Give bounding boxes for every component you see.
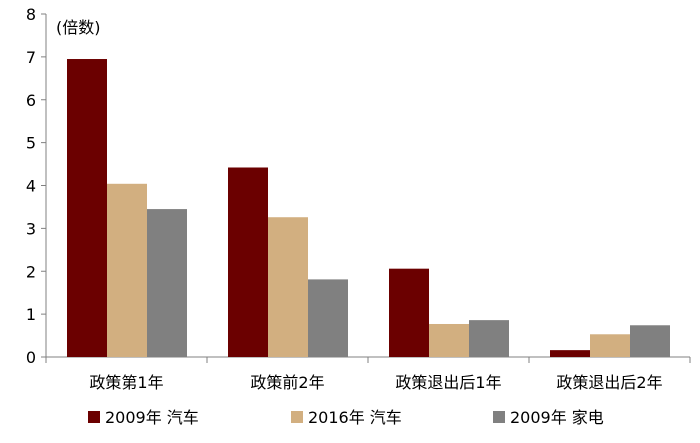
- bar-2-1: [107, 183, 147, 357]
- bar-1-3: [389, 268, 429, 357]
- bar-2-3: [429, 323, 469, 357]
- y-tick-label: 7: [26, 48, 36, 67]
- legend-swatch: [493, 411, 505, 423]
- unit-label: (倍数): [56, 18, 101, 37]
- bar-1-4: [550, 350, 590, 357]
- category-label: 政策退出后1年: [395, 373, 501, 392]
- bar-2-4: [590, 334, 630, 357]
- legend-label: 2009年 家电: [510, 408, 604, 427]
- bar-3-2: [308, 279, 348, 357]
- category-label: 政策退出后2年: [556, 373, 662, 392]
- y-tick-label: 8: [26, 5, 36, 24]
- bar-3-3: [469, 320, 509, 357]
- bar-3-1: [147, 209, 187, 357]
- bars: [67, 59, 670, 358]
- category-label: 政策第1年: [89, 373, 163, 392]
- bar-3-4: [630, 325, 670, 357]
- labels: 0 1 2 3 4 5 6 7 8 (倍数) 政策第1年 政策前2年 政策退出后1年 政策退出后2年: [26, 5, 663, 392]
- legend-label: 2016年 汽车: [308, 408, 402, 427]
- y-tick-label: 6: [26, 91, 36, 110]
- legend: 2009年 汽车 2016年 汽车 2009年 家电: [88, 408, 604, 427]
- bar-1-2: [228, 167, 268, 357]
- bar-1-1: [67, 59, 107, 358]
- category-label: 政策前2年: [250, 373, 324, 392]
- y-tick-label: 4: [26, 177, 36, 196]
- y-tick-label: 0: [26, 348, 36, 367]
- y-tick-label: 3: [26, 219, 36, 238]
- legend-swatch: [88, 411, 100, 423]
- legend-label: 2009年 汽车: [105, 408, 199, 427]
- y-tick-label: 5: [26, 134, 36, 153]
- bar-2-2: [268, 217, 308, 357]
- y-tick-label: 2: [26, 262, 36, 281]
- y-tick-label: 1: [26, 305, 36, 324]
- legend-swatch: [291, 411, 303, 423]
